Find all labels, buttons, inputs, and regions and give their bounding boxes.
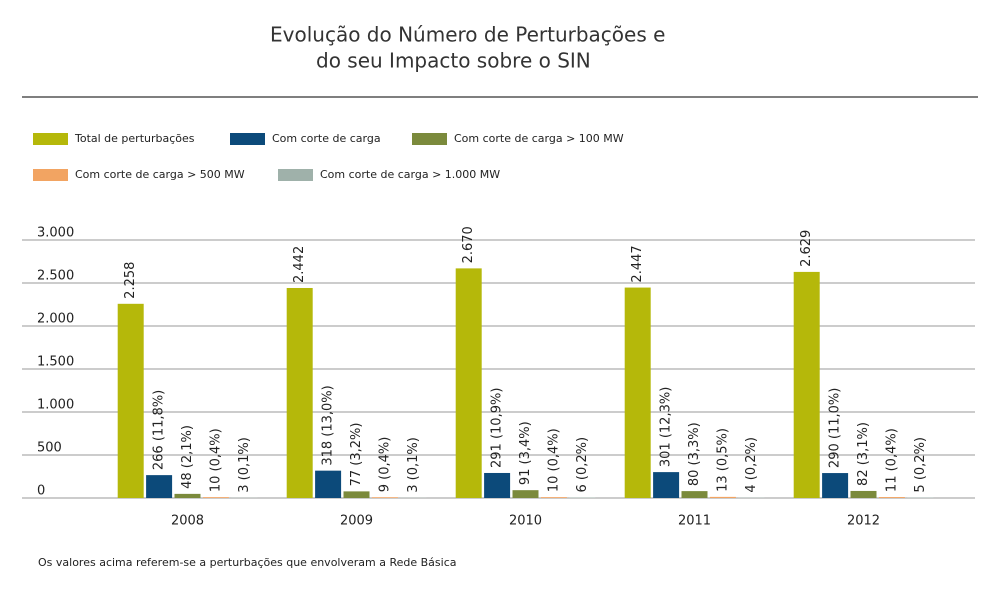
value-label: 9 (0,4%): [377, 437, 392, 493]
legend-label: Com corte de carga > 1.000 MW: [320, 168, 500, 181]
chart-title: Evolução do Número de Perturbações e: [270, 23, 665, 47]
bar: [793, 271, 820, 498]
bar: [174, 493, 201, 498]
value-label: 2.447: [630, 245, 645, 282]
bar: [484, 472, 511, 498]
bar: [850, 490, 877, 498]
value-label: 13 (0,5%): [715, 428, 730, 492]
legend-swatch: [278, 169, 313, 181]
value-label: 82 (3,1%): [856, 422, 871, 486]
value-label: 290 (11,0%): [828, 388, 843, 468]
bar: [709, 496, 736, 498]
legend-label: Com corte de carga > 100 MW: [454, 132, 624, 145]
x-tick-label: 2010: [509, 514, 542, 529]
value-label: 266 (11,8%): [152, 390, 167, 470]
y-tick-label: 500: [37, 441, 62, 456]
y-tick-label: 1.500: [37, 355, 74, 370]
bar: [286, 287, 313, 498]
value-label: 318 (13,0%): [321, 385, 336, 465]
value-label: 48 (2,1%): [180, 425, 195, 489]
y-tick-label: 3.000: [37, 226, 74, 241]
bar: [455, 268, 482, 498]
value-label: 4 (0,2%): [744, 437, 759, 493]
bar: [878, 497, 905, 498]
value-label: 10 (0,4%): [208, 428, 223, 492]
legend-swatch: [33, 169, 68, 181]
chart-title: do seu Impacto sobre o SIN: [316, 49, 591, 73]
value-label: 6 (0,2%): [575, 437, 590, 493]
value-label: 2.442: [292, 246, 307, 283]
value-label: 291 (10,9%): [490, 388, 505, 468]
value-label: 77 (3,2%): [349, 423, 364, 487]
value-label: 80 (3,3%): [687, 422, 702, 486]
value-label: 5 (0,2%): [913, 437, 928, 493]
bar: [117, 303, 144, 498]
legend-swatch: [412, 133, 447, 145]
bar: [512, 490, 539, 498]
bar: [653, 472, 680, 498]
bar: [343, 491, 370, 498]
x-tick-label: 2012: [847, 514, 880, 529]
value-label: 3 (0,1%): [406, 437, 421, 493]
bar: [371, 497, 398, 498]
x-tick-label: 2009: [340, 514, 373, 529]
y-tick-label: 2.000: [37, 312, 74, 327]
value-label: 2.670: [461, 226, 476, 263]
bar: [315, 470, 342, 498]
value-label: 2.629: [799, 230, 814, 267]
value-label: 10 (0,4%): [546, 428, 561, 492]
y-tick-label: 2.500: [37, 269, 74, 284]
bar: [681, 491, 708, 498]
value-label: 301 (12,3%): [659, 387, 674, 467]
bar: [202, 497, 229, 498]
bar: [624, 287, 651, 498]
footnote: Os valores acima referem-se a perturbaçõ…: [38, 556, 457, 569]
bar: [146, 475, 173, 498]
value-label: 91 (3,4%): [518, 421, 533, 485]
legend-label: Com corte de carga > 500 MW: [75, 168, 245, 181]
value-label: 11 (0,4%): [884, 428, 899, 492]
legend-label: Total de perturbações: [74, 132, 195, 145]
legend-label: Com corte de carga: [272, 132, 381, 145]
legend-swatch: [230, 133, 265, 145]
x-tick-label: 2008: [171, 514, 204, 529]
y-tick-label: 1.000: [37, 398, 74, 413]
legend-swatch: [33, 133, 68, 145]
value-label: 2.258: [123, 262, 138, 299]
bar: [540, 497, 567, 498]
bar: [569, 497, 596, 498]
value-label: 3 (0,1%): [237, 437, 252, 493]
x-tick-label: 2011: [678, 514, 711, 529]
bar: [822, 473, 849, 498]
y-tick-label: 0: [37, 484, 45, 499]
